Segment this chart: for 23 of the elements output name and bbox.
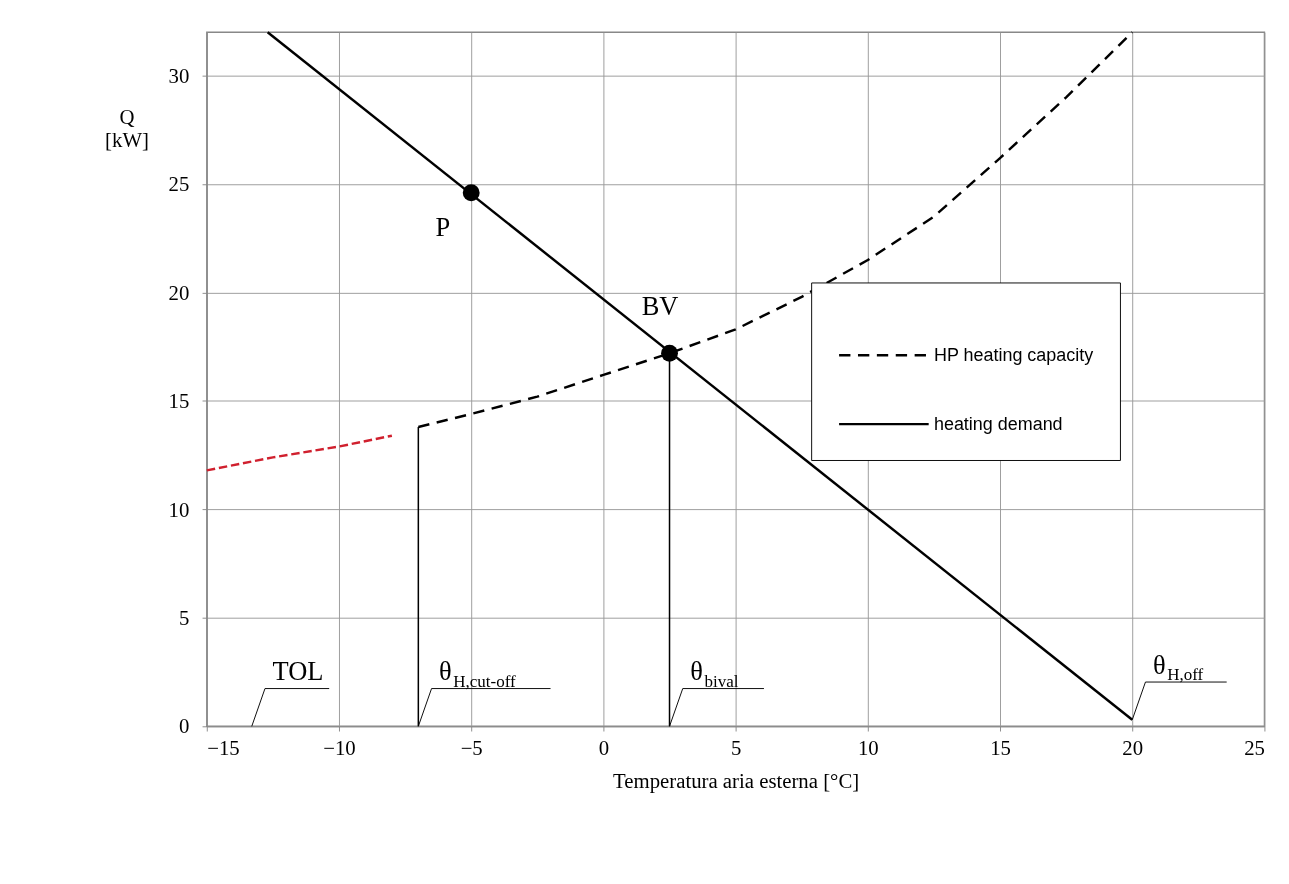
x-tick-label: −10 [323,736,356,760]
annotation: TOL [272,656,324,687]
x-tick-label: 20 [1122,736,1144,760]
x-tick-label: 25 [1244,736,1265,760]
x-tick-label: 15 [990,736,1011,760]
x-tick-label: −5 [460,736,483,760]
x-tick-label: 10 [857,736,879,760]
x-tick-label: 0 [598,736,610,760]
y-axis-title: Q [kW] [105,105,149,151]
legend-label: heating demand [933,413,1063,434]
annotation: BV [641,291,679,322]
y-tick-label: 30 [168,63,190,87]
x-tick-label: −15 [207,736,240,760]
x-tick-label: 5 [730,736,742,760]
y-tick-label: 10 [168,497,190,521]
y-tick-label: 25 [168,172,190,196]
y-tick-label: 20 [168,280,190,304]
legend-label: HP heating capacity [933,344,1094,365]
y-tick-label: 5 [178,605,190,629]
x-axis-title: Temperatura aria esterna [°C] [613,769,860,794]
annotation: P [435,212,451,243]
y-tick-label: 0 [178,714,190,738]
y-tick-label: 15 [168,389,190,413]
